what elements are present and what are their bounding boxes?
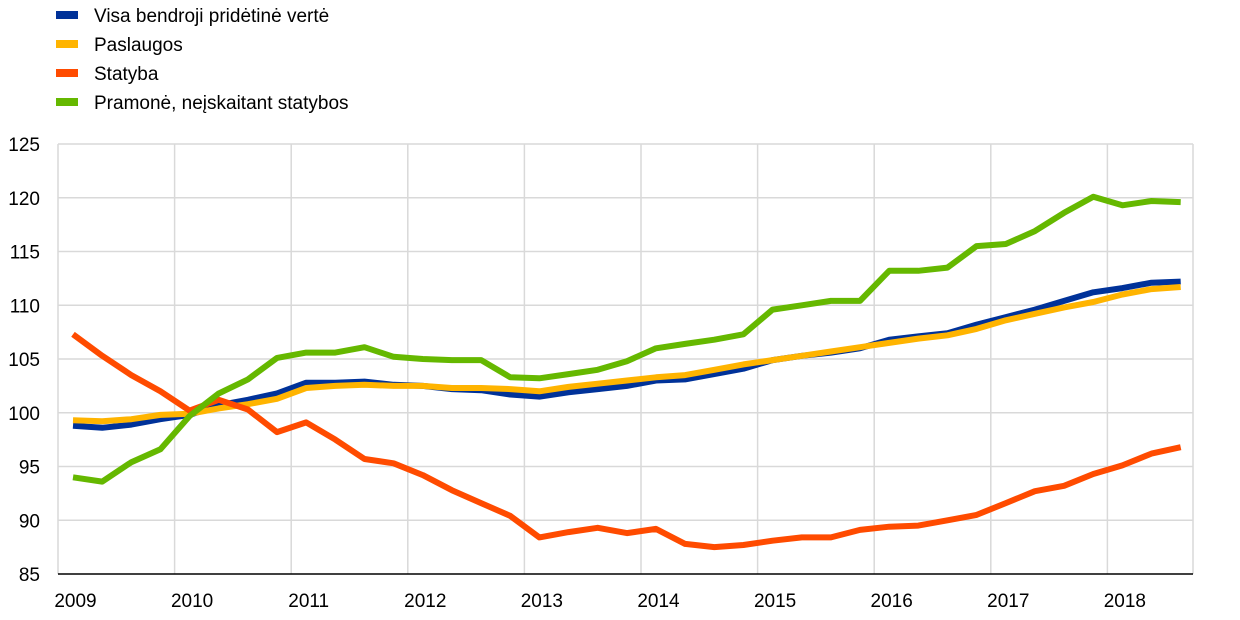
y-tick-label-100: 100 — [8, 404, 40, 425]
x-tick-label-2015: 2015 — [754, 591, 796, 612]
legend-swatch-1 — [56, 40, 78, 48]
legend-swatch-3 — [56, 98, 78, 106]
x-tick-label-2013: 2013 — [521, 591, 563, 612]
x-tick-label-2009: 2009 — [54, 591, 96, 612]
series-line-3 — [72, 193, 1181, 485]
legend-item-2: Statyba — [56, 64, 159, 85]
y-axis-ticks: 85 90 95 100 105 110 115 120 125 — [8, 135, 40, 586]
x-tick-label-2017: 2017 — [987, 591, 1029, 612]
legend-item-0: Visa bendroji pridėtinė vertė — [56, 6, 329, 27]
x-tick-label-2018: 2018 — [1104, 591, 1146, 612]
y-tick-label-110: 110 — [10, 296, 40, 317]
legend-swatch-2 — [56, 69, 78, 77]
legend-label-1: Paslaugos — [94, 35, 183, 56]
chart-grid — [57, 143, 1194, 574]
y-tick-label-95: 95 — [19, 458, 40, 479]
legend-item-3: Pramonė, neįskaitant statybos — [56, 93, 349, 114]
legend-item-1: Paslaugos — [56, 35, 183, 56]
x-tick-label-2012: 2012 — [404, 591, 446, 612]
y-tick-label-105: 105 — [8, 350, 40, 371]
legend-swatch-0 — [56, 11, 78, 19]
x-tick-label-2014: 2014 — [637, 591, 680, 612]
x-tick-label-2010: 2010 — [171, 591, 213, 612]
chart-legend: Visa bendroji pridėtinė vertė Paslaugos St… — [56, 6, 349, 114]
legend-label-3: Pramonė, neįskaitant statybos — [94, 93, 349, 114]
y-tick-label-120: 120 — [8, 189, 40, 210]
y-tick-label-125: 125 — [8, 135, 40, 156]
x-axis-ticks: 2009 2010 2011 2012 2013 2014 2015 2016 2017 2018 — [54, 591, 1146, 612]
x-tick-label-2011: 2011 — [288, 591, 329, 612]
chart-series — [71, 193, 1182, 551]
series-line-1 — [72, 284, 1181, 425]
x-tick-label-2016: 2016 — [871, 591, 913, 612]
y-tick-label-90: 90 — [19, 511, 40, 532]
series-line-2 — [71, 331, 1182, 551]
legend-label-2: Statyba — [94, 64, 159, 85]
series-line-0 — [72, 278, 1181, 431]
legend-label-0: Visa bendroji pridėtinė vertė — [94, 6, 329, 27]
y-tick-label-85: 85 — [19, 565, 40, 586]
y-tick-label-115: 115 — [10, 243, 40, 264]
